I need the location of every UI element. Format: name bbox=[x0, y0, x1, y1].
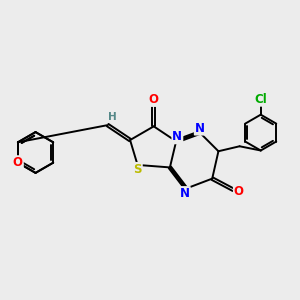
Text: N: N bbox=[195, 122, 205, 135]
Text: H: H bbox=[108, 112, 117, 122]
Text: N: N bbox=[180, 187, 190, 200]
Text: O: O bbox=[149, 93, 159, 106]
Text: O: O bbox=[13, 156, 23, 169]
Text: S: S bbox=[133, 163, 142, 176]
Text: N: N bbox=[172, 130, 182, 143]
Text: Cl: Cl bbox=[254, 93, 267, 106]
Text: O: O bbox=[234, 184, 244, 198]
